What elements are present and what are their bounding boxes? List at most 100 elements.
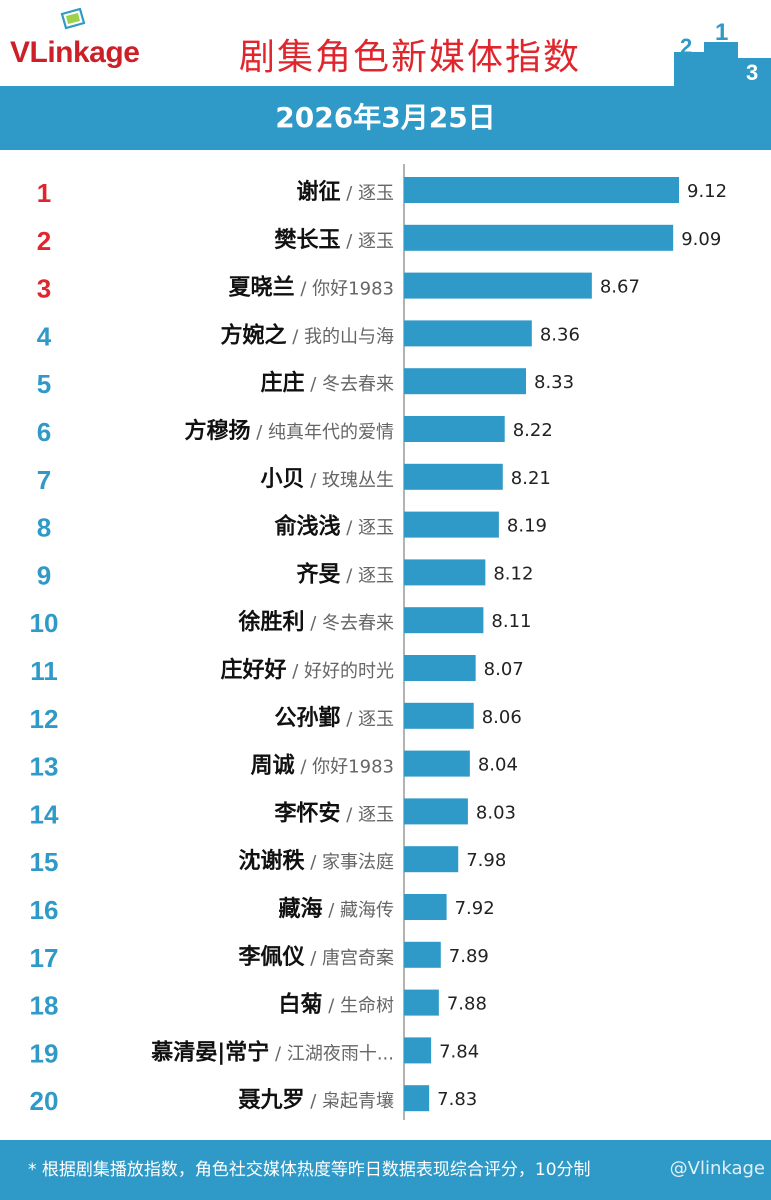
vlinkage-logo: VLinkage	[10, 8, 140, 70]
value-label: 8.03	[476, 802, 516, 823]
role-label: 白菊 / 生命树	[278, 992, 394, 1018]
value-label: 8.04	[478, 755, 518, 776]
drama-name: / 逐玉	[340, 709, 394, 730]
rank-number: 16	[30, 895, 59, 925]
value-label: 7.83	[437, 1089, 477, 1110]
bar	[404, 177, 679, 203]
role-name: 李怀安	[273, 800, 340, 826]
drama-name: / 纯真年代的爱情	[250, 422, 394, 443]
role-label: 方穆扬 / 纯真年代的爱情	[184, 418, 394, 444]
bar	[404, 750, 470, 777]
value-label: 8.19	[507, 516, 547, 537]
drama-name: / 逐玉	[340, 183, 394, 204]
drama-name: / 生命树	[322, 996, 394, 1017]
drama-name: / 家事法庭	[304, 852, 394, 873]
logo-text: VLinkage	[10, 36, 140, 69]
bar	[404, 224, 674, 251]
value-label: 8.36	[540, 324, 580, 345]
drama-name: / 我的山与海	[286, 326, 394, 347]
rank-number: 7	[37, 465, 51, 495]
drama-name: / 你好1983	[295, 279, 394, 300]
role-label: 周诚 / 你好1983	[251, 754, 394, 779]
role-name: 慕清晏|常宁	[150, 1039, 269, 1065]
role-label: 聂九罗 / 枭起青壤	[237, 1088, 394, 1113]
rank-number: 5	[37, 369, 51, 399]
date-banner: 2026年3月25日	[0, 86, 771, 150]
rank-number: 4	[37, 321, 52, 351]
role-name: 徐胜利	[237, 609, 304, 635]
value-label: 8.12	[493, 563, 533, 584]
drama-name: / 冬去春来	[304, 613, 394, 634]
value-label: 8.21	[511, 468, 551, 489]
logo-frame-icon	[60, 8, 86, 30]
bar	[404, 1085, 430, 1112]
role-label: 谢征 / 逐玉	[296, 179, 394, 205]
bar	[404, 607, 484, 634]
role-name: 夏晓兰	[229, 275, 295, 301]
rank-number: 12	[30, 704, 59, 734]
value-label: 9.12	[687, 181, 727, 202]
rank-number: 10	[30, 608, 59, 638]
role-label: 小贝 / 玫瑰丛生	[260, 467, 394, 492]
bar	[404, 272, 592, 299]
drama-name: / 江湖夜雨十...	[269, 1043, 394, 1064]
rank-number: 6	[37, 417, 51, 447]
drama-name: / 枭起青壤	[304, 1091, 394, 1112]
page-title: 剧集角色新媒体指数	[238, 37, 581, 78]
bar	[404, 463, 503, 490]
role-name: 方穆扬	[184, 418, 250, 444]
bar	[404, 655, 476, 681]
drama-name: / 好好的时光	[286, 661, 394, 682]
role-name: 聂九罗	[237, 1088, 304, 1113]
drama-name: / 你好1983	[295, 757, 394, 778]
drama-name: / 逐玉	[340, 231, 394, 252]
rank-number: 8	[37, 513, 51, 543]
role-label: 慕清晏|常宁 / 江湖夜雨十...	[150, 1039, 394, 1065]
role-label: 方婉之 / 我的山与海	[220, 322, 394, 348]
rank-number: 20	[30, 1086, 59, 1116]
header: VLinkage 剧集角色新媒体指数 2 1 3	[0, 0, 771, 86]
role-name: 李佩仪	[237, 945, 305, 970]
bar	[404, 559, 486, 586]
bar	[404, 511, 499, 538]
role-name: 周诚	[251, 754, 295, 779]
bar	[404, 941, 441, 968]
rank-number: 19	[30, 1038, 59, 1068]
role-name: 齐旻	[296, 561, 340, 587]
value-label: 8.11	[491, 611, 531, 632]
value-label: 7.88	[447, 994, 487, 1015]
role-name: 小贝	[260, 467, 304, 492]
role-label: 李佩仪 / 唐宫奇案	[237, 945, 394, 970]
watermark: @Vlinkage	[669, 1158, 765, 1179]
bar	[404, 368, 527, 395]
role-label: 藏海 / 藏海传	[278, 896, 394, 922]
role-label: 李怀安 / 逐玉	[273, 800, 394, 826]
role-name: 庄好好	[220, 657, 286, 683]
value-label: 8.06	[482, 707, 522, 728]
role-name: 方婉之	[220, 322, 286, 348]
rank-number: 13	[30, 752, 59, 782]
drama-name: / 冬去春来	[304, 374, 394, 395]
rank-number: 9	[37, 560, 51, 590]
role-name: 樊长玉	[274, 228, 340, 253]
value-label: 8.33	[534, 372, 574, 393]
bar	[404, 989, 439, 1016]
bar	[404, 702, 474, 729]
role-label: 夏晓兰 / 你好1983	[229, 275, 394, 301]
role-label: 公孙鄞 / 逐玉	[274, 705, 394, 731]
rank-number: 15	[30, 847, 59, 877]
value-label: 7.98	[466, 850, 506, 871]
podium-icon: 2 1 3	[674, 19, 771, 86]
rank-number: 17	[30, 943, 59, 973]
value-label: 7.84	[439, 1041, 479, 1062]
podium-digit-3: 3	[746, 60, 758, 85]
bar	[404, 846, 459, 873]
value-label: 8.67	[600, 277, 640, 298]
rank-number: 18	[30, 991, 59, 1021]
value-label: 7.92	[455, 898, 495, 919]
podium-digit-2: 2	[680, 34, 692, 59]
value-label: 8.22	[513, 420, 553, 441]
rank-number: 3	[37, 274, 51, 304]
role-label: 庄庄 / 冬去春来	[260, 370, 394, 396]
drama-name: / 逐玉	[340, 565, 394, 586]
